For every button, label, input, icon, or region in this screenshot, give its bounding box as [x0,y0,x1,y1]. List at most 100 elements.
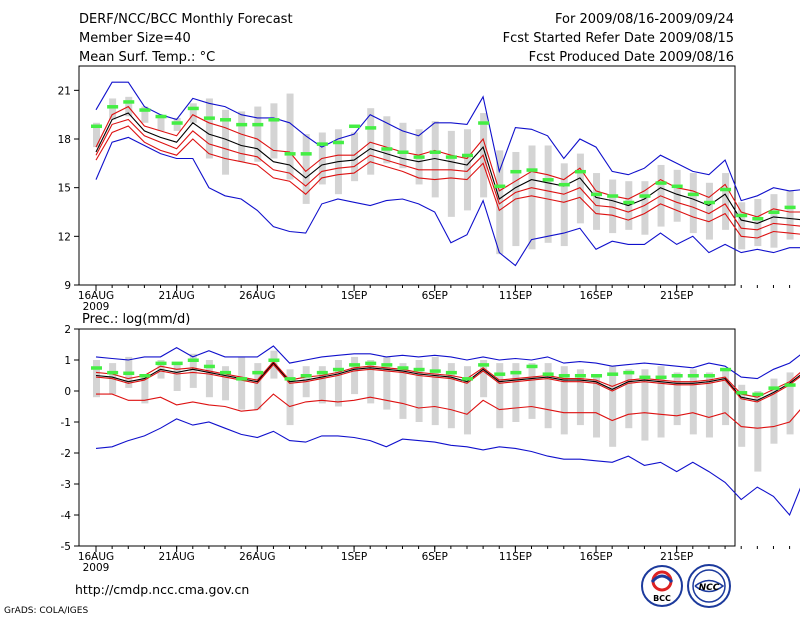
precip-ytick-label: -5 [61,541,71,553]
temp-spread-box [205,98,213,159]
temp-spread-box [673,169,681,222]
precip-median-mark [91,366,102,370]
precip-spread-box [447,363,455,429]
precip-median-mark [639,375,651,380]
precip-title: Prec.: log(mm/d) [82,312,190,327]
precip-spread-box [705,372,713,438]
precip-spread-box [657,366,665,438]
precip-ytick-label: 2 [64,324,71,336]
temp-median-mark [478,121,490,125]
precip-median-mark [526,364,538,369]
precip-spread-box [544,363,552,429]
temp-xtick-label: 21AUG [158,290,194,302]
precip-spread-box [93,360,100,398]
temp-series-upper [95,81,800,202]
temp-series-mean [95,112,800,224]
temp-median-mark [445,155,457,159]
precip-ytick-label: -2 [61,448,71,460]
precip-spread-box [318,366,326,404]
temp-spread-box [689,173,697,234]
precip-median-mark [300,374,312,378]
precip-spread-box [351,356,359,395]
temp-spread-box [544,145,552,243]
precip-spread-box [786,372,794,435]
precip-spread-box [173,363,181,391]
precip-xtick-label: 6SEP [422,551,448,563]
temp-median-mark [703,200,715,205]
precip-spread-box [512,363,520,422]
precip-spread-box [254,363,262,410]
header-start-date: Fcst Started Refer Date 2009/08/15 [503,31,734,46]
precip-spread-box [480,360,488,398]
precip-series-lower [96,393,800,429]
temp-spread-box [351,132,359,182]
precip-median-mark [171,361,183,366]
precip-median-mark [203,364,215,369]
precip-ytick-label: 0 [64,386,71,398]
precip-median-mark [703,374,715,378]
precip-spread-box [738,384,746,447]
temp-median-mark [461,153,473,158]
precip-median-mark [236,377,248,381]
temp-spread-box [254,106,262,162]
precip-spread-box [560,366,568,435]
precip-median-mark [332,367,344,372]
temp-spread-box [463,129,471,211]
precip-median-mark [574,374,586,378]
temp-median-mark [252,122,264,127]
temp-spread-box [641,181,649,235]
precip-ytick-label: -1 [61,417,71,429]
temp-xtick-label: 6SEP [422,290,448,302]
temp-spread-box [238,111,246,162]
precip-median-mark [607,372,619,376]
precip-xtick-label: 1SEP [341,551,367,563]
precip-series-upper [95,345,800,380]
precip-spread-box [528,363,536,419]
temp-xtick-label: 16AUG [78,290,114,302]
precip-ytick-label: -3 [61,479,71,491]
temp-median-mark [542,178,554,182]
header-variable: Mean Surf. Temp.: °C [79,50,215,65]
temp-median-mark [639,194,651,198]
precip-spread-box [689,369,697,435]
precip-median-mark [784,383,796,387]
precip-spread-box [463,366,471,435]
temp-xtick-label: 16SEP [580,290,613,302]
temp-median-mark [365,126,377,130]
temp-median-mark [220,118,232,122]
precip-median-mark [558,374,570,378]
precip-spread-box [641,369,649,441]
temp-spread-box [399,122,407,169]
footer-credit: GrADS: COLA/IGES [4,606,88,616]
precip-median-mark [445,370,457,375]
temp-median-mark [558,182,570,187]
temp-median-mark [526,168,538,172]
temp-spread-box [270,103,278,159]
precip-spread-box [141,375,149,404]
temp-median-mark [768,210,780,214]
precip-series-spread_hi [95,360,800,398]
temp-series-spread_lo [95,125,800,239]
precipitation-panel: -5 -4 -3 -2 -1 0 1 2 16AUG 21AUG 26AUG 1SEP 6SEP 11SE… [61,324,800,574]
precip-spread-box [431,356,439,426]
precip-spread-box [286,369,294,426]
precip-median-mark [316,370,328,375]
header-produced-date: Fcst Produced Date 2009/08/16 [529,50,734,65]
temp-spread-box [754,199,762,247]
temp-ytick-label: 12 [58,231,71,243]
temp-spread-box [609,179,617,234]
temp-median-mark [720,187,732,192]
precip-ytick-label: 1 [64,355,71,367]
temp-median-mark [736,213,748,218]
precip-xtick-label: 16SEP [580,551,613,563]
precip-xtick-label: 16AUG [78,551,114,563]
bcc-logo-text: BCC [653,594,671,603]
temp-spread-box [383,116,391,164]
precip-median-mark [220,370,232,375]
temp-median-mark [284,152,296,156]
temp-spread-box [593,173,601,230]
header-period: For 2009/08/16-2009/09/24 [555,12,734,27]
precip-median-mark [155,361,167,366]
temp-median-mark [123,100,135,104]
